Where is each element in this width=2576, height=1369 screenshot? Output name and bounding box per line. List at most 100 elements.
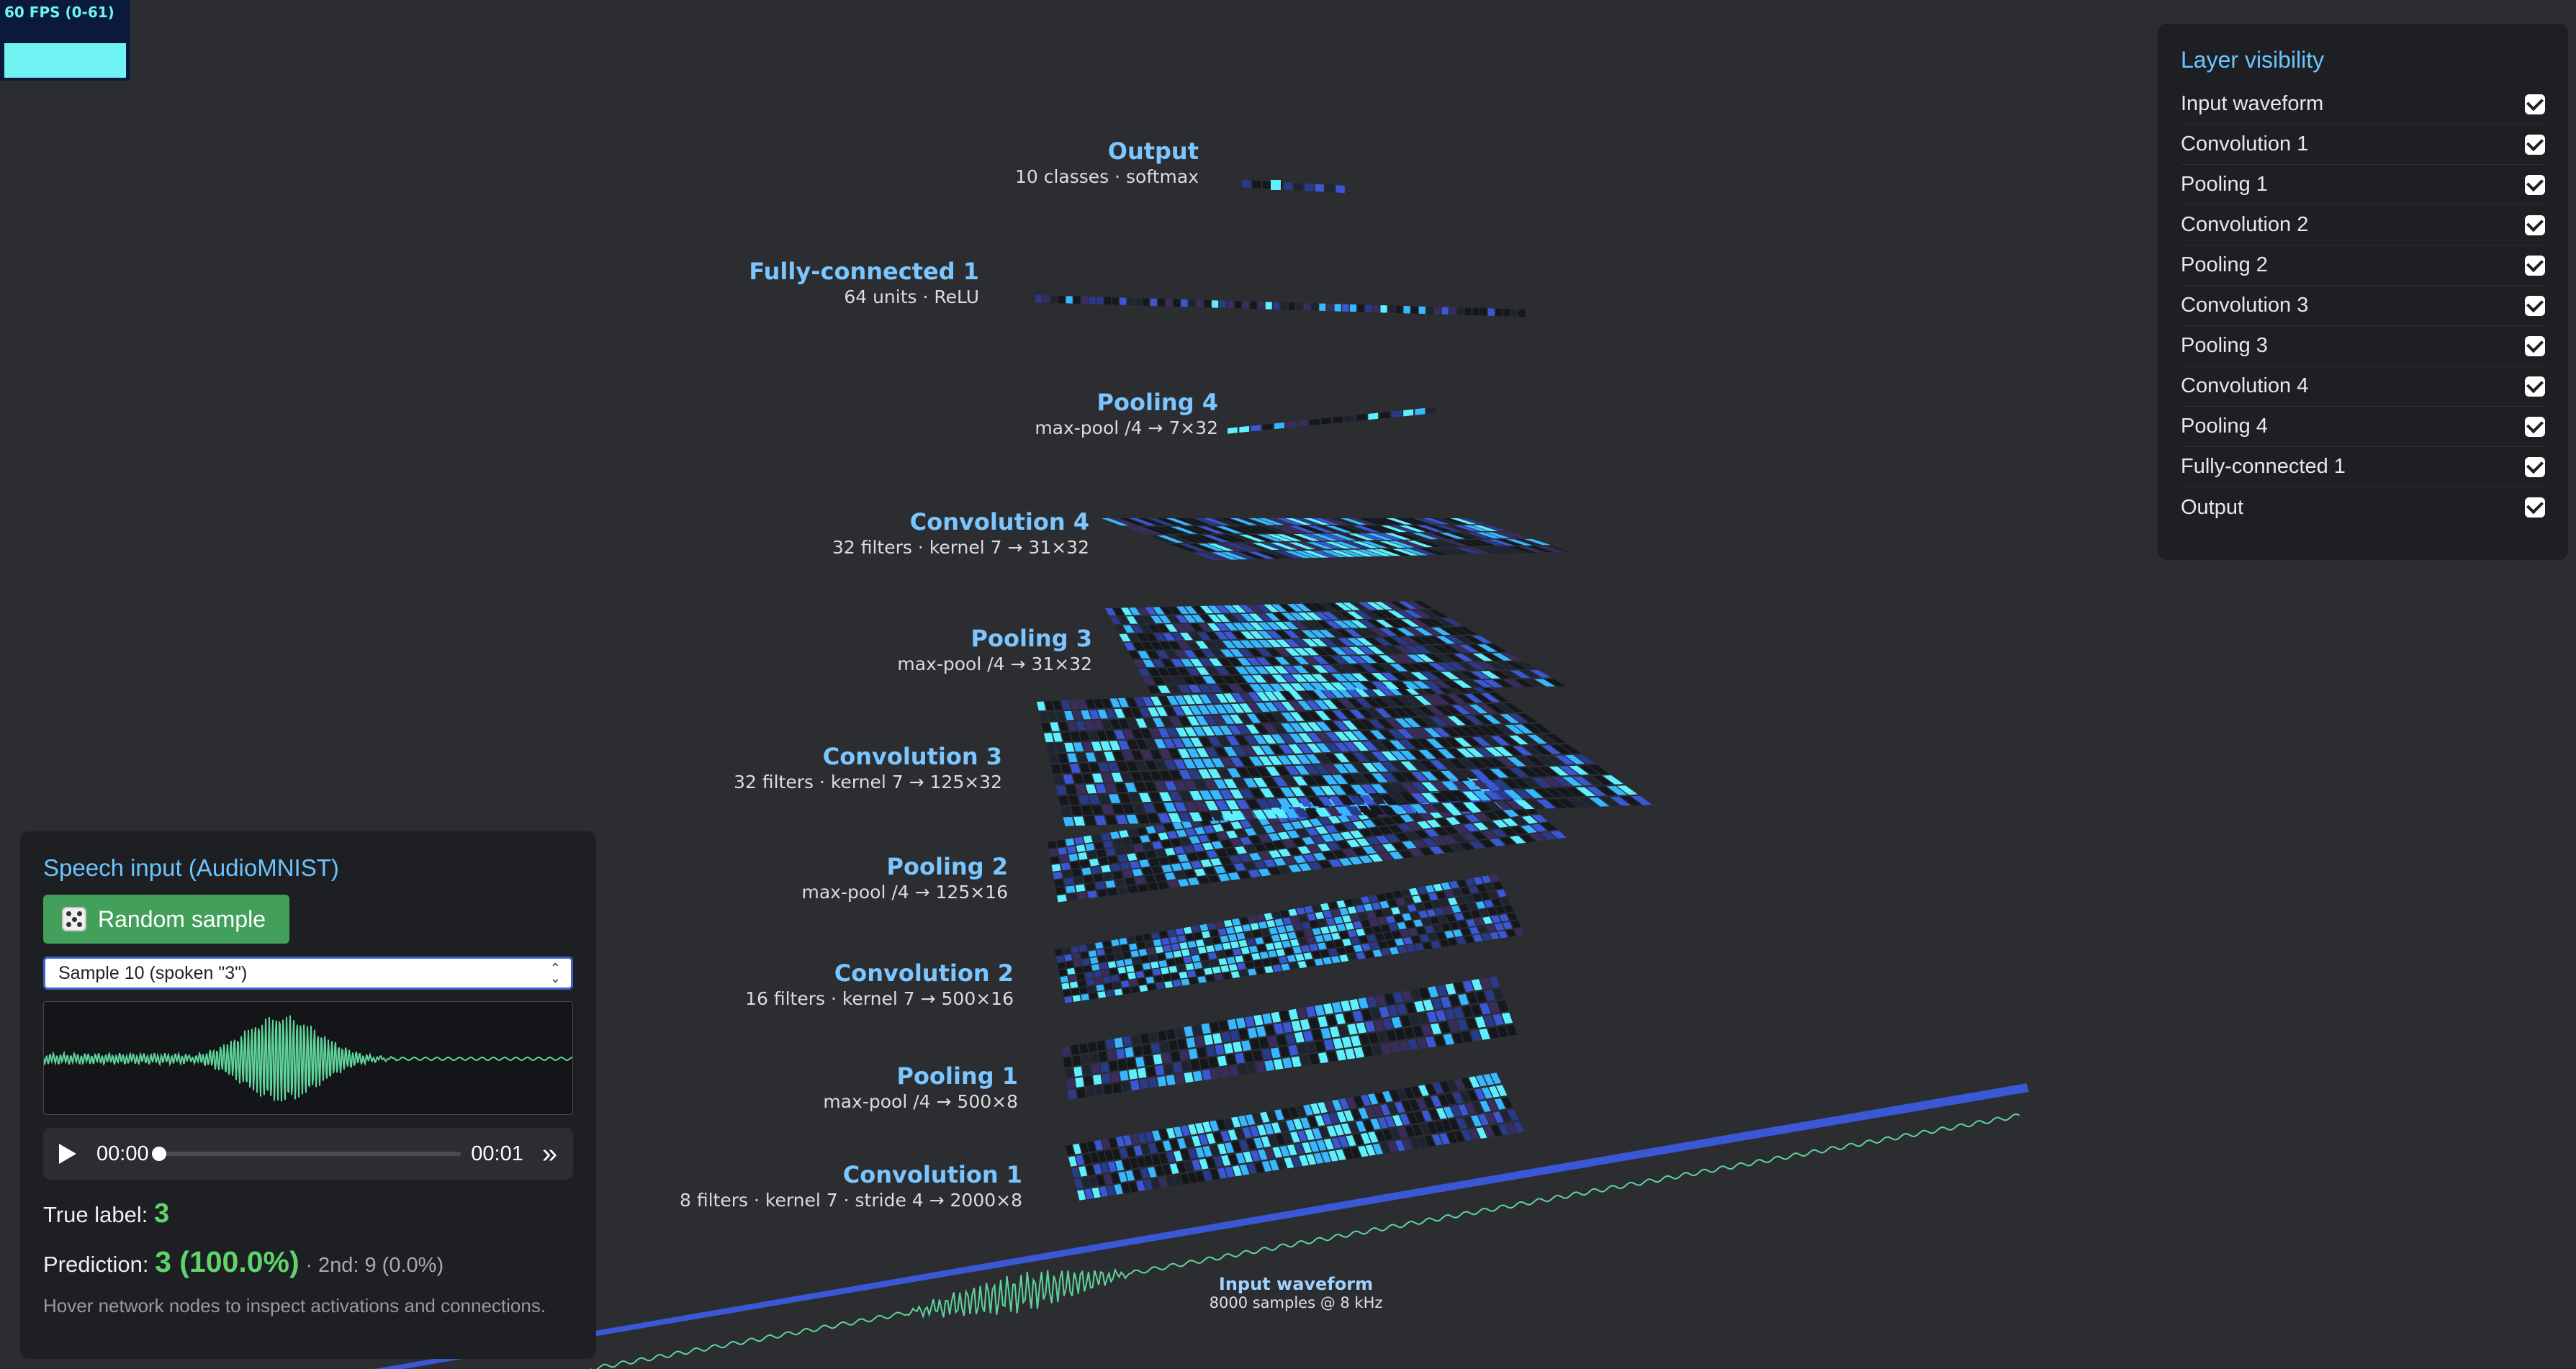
activation-cell (1294, 648, 1310, 656)
activation-cell (1258, 851, 1271, 859)
activation-cell (1435, 738, 1454, 748)
visibility-checkbox[interactable] (2525, 335, 2545, 356)
activation-cell (1109, 1060, 1118, 1072)
visibility-checkbox[interactable] (2525, 214, 2545, 235)
activation-cell (1462, 1077, 1473, 1089)
activation-cell (1302, 550, 1329, 558)
activation-cell (1172, 738, 1185, 748)
activation-cell (1116, 959, 1125, 967)
visibility-row[interactable]: Convolution 1 (2181, 125, 2545, 165)
activation-cell (1240, 640, 1255, 648)
activation-cell (1451, 540, 1479, 546)
visibility-row[interactable]: Convolution 3 (2181, 286, 2545, 326)
visibility-checkbox[interactable] (2525, 254, 2545, 276)
activation-cell (1085, 882, 1096, 891)
activation-cell (1432, 680, 1451, 689)
activation-cell (1159, 1129, 1168, 1140)
activation-cell (1105, 848, 1116, 857)
activation-cell (1150, 298, 1157, 307)
visibility-row[interactable]: Pooling 4 (2181, 407, 2545, 447)
activation-cell (1071, 1044, 1080, 1055)
layer-label-conv1: Convolution 1 8 filters · kernel 7 · str… (680, 1160, 1022, 1212)
activation-cell (1330, 699, 1347, 709)
activation-cell (1453, 1007, 1464, 1019)
visibility-checkbox[interactable] (2525, 497, 2545, 518)
activation-cell (1386, 939, 1396, 947)
activation-cell (1275, 1134, 1286, 1145)
activation-cell (1400, 1015, 1411, 1027)
activation-cell (1244, 931, 1253, 939)
activation-cell (1505, 724, 1524, 734)
activation-cell (1204, 800, 1219, 810)
activation-cell (1325, 184, 1335, 193)
activation-cell (1400, 929, 1410, 937)
activation-cell (1053, 700, 1063, 710)
activation-cell (1173, 950, 1182, 958)
visibility-row[interactable]: Convolution 4 (2181, 366, 2545, 407)
activation-cell (1315, 911, 1325, 920)
activation-cell (1048, 841, 1057, 849)
activation-cell (1289, 712, 1305, 721)
activation-cell (1242, 301, 1249, 309)
activation-cell (1388, 305, 1395, 313)
visibility-row[interactable]: Fully-connected 1 (2181, 447, 2545, 487)
sample-select[interactable]: Sample 10 (spoken "3") ⌃ ⌄ (43, 957, 573, 990)
random-sample-button[interactable]: Random sample (43, 895, 289, 944)
activation-cell (1202, 1170, 1212, 1181)
visibility-row[interactable]: Input waveform (2181, 84, 2545, 125)
activation-cell (1202, 726, 1215, 736)
activation-cell (1134, 964, 1143, 972)
activation-cell (1348, 857, 1363, 865)
activation-cell (1352, 763, 1369, 773)
activation-cell (1246, 657, 1261, 666)
visibility-checkbox[interactable] (2525, 415, 2545, 437)
activation-cell (1324, 825, 1338, 833)
play-icon[interactable] (59, 1144, 76, 1164)
activation-cell (1189, 947, 1199, 955)
activation-cell (1341, 1000, 1351, 1012)
activation-cell (1317, 844, 1330, 851)
activation-cell (1291, 1156, 1302, 1167)
activation-cell (1356, 838, 1370, 846)
visibility-row[interactable]: Pooling 1 (2181, 165, 2545, 205)
fast-forward-icon[interactable]: » (541, 1139, 557, 1169)
activation-cell (1098, 955, 1107, 963)
activation-cell (1395, 1139, 1406, 1152)
visibility-row[interactable]: Pooling 3 (2181, 326, 2545, 366)
activation-cell (1424, 828, 1439, 837)
activation-cell (1356, 929, 1366, 936)
activation-cell (1378, 826, 1393, 834)
visibility-checkbox[interactable] (2525, 173, 2545, 195)
visibility-checkbox[interactable] (2525, 456, 2545, 477)
activation-cell (1140, 835, 1150, 843)
audio-seek-bar[interactable] (151, 1147, 461, 1161)
visibility-checkbox[interactable] (2525, 133, 2545, 155)
activation-cell (1249, 836, 1262, 844)
visibility-row[interactable]: Output (2181, 487, 2545, 528)
activation-cell (1230, 838, 1243, 846)
activation-cell (1279, 604, 1295, 612)
activation-cell (1071, 988, 1080, 995)
activation-cell (1379, 1006, 1390, 1018)
activation-cell (1494, 800, 1513, 810)
visibility-checkbox[interactable] (2525, 375, 2545, 397)
activation-cell (1163, 803, 1177, 812)
activation-cell (1273, 666, 1289, 674)
activation-cell (1461, 540, 1487, 546)
activation-cell (1105, 607, 1117, 616)
activation-cell (1129, 943, 1138, 951)
activation-cell (1278, 956, 1288, 964)
activation-cell (1491, 714, 1510, 724)
visibility-row[interactable]: Convolution 2 (2181, 205, 2545, 245)
visibility-checkbox[interactable] (2525, 93, 2545, 114)
input-waveform-subtitle: 8000 samples @ 8 kHz (1209, 1294, 1383, 1311)
activation-cell (1256, 551, 1284, 559)
activation-cell (1227, 300, 1234, 309)
layer-title: Pooling 2 (886, 853, 1008, 880)
audio-seek-thumb[interactable] (151, 1147, 166, 1161)
activation-cell (1492, 1111, 1504, 1124)
visibility-row[interactable]: Pooling 2 (2181, 245, 2545, 286)
activation-cell (1084, 720, 1095, 730)
visibility-checkbox[interactable] (2525, 294, 2545, 316)
